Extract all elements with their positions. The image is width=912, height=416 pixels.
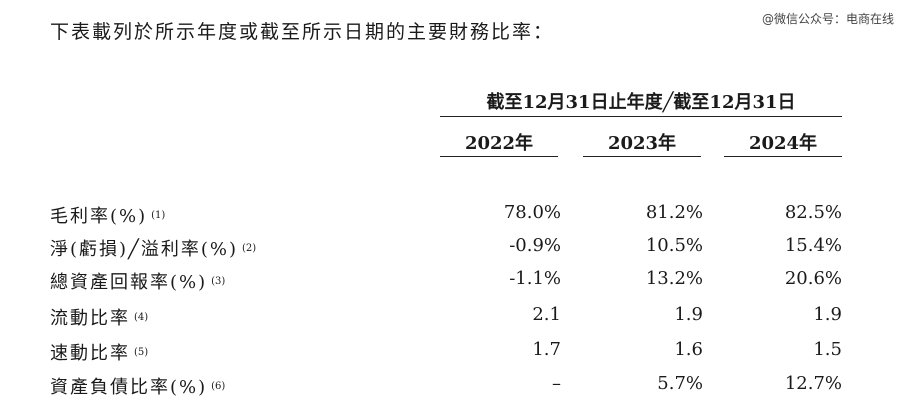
table-cell: 1.9 [813, 304, 842, 325]
footnote-ref: (2) [242, 243, 257, 254]
table-cell: – [552, 373, 561, 394]
intro-text: 下表載列於所示年度或截至所示日期的主要財務比率： [50, 21, 555, 43]
table-cell: 82.5% [784, 202, 842, 223]
table-row-roa: 總資產回報率(%) (3) -1.1% 13.2% 20.6% [0, 268, 912, 300]
table-cell: 81.2% [645, 202, 703, 223]
year-rule-2023 [583, 156, 701, 157]
table-row-current-ratio: 流動比率 (4) 2.1 1.9 1.9 [0, 304, 912, 336]
year-rule-2024 [724, 156, 842, 157]
footnote-ref: (1) [151, 210, 166, 221]
period-header: 截至12月31日止年度╱截至12月31日 [486, 92, 796, 113]
year-header-2023: 2023年 [607, 133, 677, 154]
table-cell: 1.5 [813, 339, 842, 360]
row-label: 速動比率 [50, 343, 130, 364]
table-cell: -0.9% [509, 235, 561, 256]
table-row-gearing-ratio: 資產負債比率(%) (6) – 5.7% 12.7% [0, 373, 912, 405]
row-label: 淨(虧損)╱溢利率(%) [50, 239, 239, 260]
row-label: 毛利率(%) [50, 206, 148, 227]
table-cell: 5.7% [657, 373, 703, 394]
table-cell: 1.6 [674, 339, 703, 360]
table-cell: 12.7% [784, 373, 842, 394]
footnote-ref: (6) [211, 381, 226, 392]
row-label: 流動比率 [50, 308, 130, 329]
year-header-2024: 2024年 [748, 133, 818, 154]
footnote-ref: (4) [134, 312, 149, 323]
table-cell: -1.1% [509, 268, 561, 289]
table-cell: 10.5% [645, 235, 703, 256]
table-cell: 2.1 [532, 304, 561, 325]
table-cell: 1.9 [674, 304, 703, 325]
table-cell: 20.6% [784, 268, 842, 289]
footnote-ref: (3) [211, 276, 226, 287]
row-label: 總資產回報率(%) [50, 272, 208, 293]
table-row-gross-margin: 毛利率(%) (1) 78.0% 81.2% 82.5% [0, 202, 912, 234]
watermark: @微信公众号：电商在线 [761, 12, 894, 26]
table-row-net-margin: 淨(虧損)╱溢利率(%) (2) -0.9% 10.5% 15.4% [0, 235, 912, 267]
table-cell: 1.7 [532, 339, 561, 360]
year-header-2022: 2022年 [464, 133, 534, 154]
table-cell: 15.4% [784, 235, 842, 256]
footnote-ref: (5) [134, 347, 149, 358]
table-cell: 13.2% [645, 268, 703, 289]
row-label: 資產負債比率(%) [50, 377, 208, 398]
table-cell: 78.0% [503, 202, 561, 223]
period-header-rule [440, 116, 842, 117]
table-row-quick-ratio: 速動比率 (5) 1.7 1.6 1.5 [0, 339, 912, 371]
year-rule-2022 [440, 156, 558, 157]
